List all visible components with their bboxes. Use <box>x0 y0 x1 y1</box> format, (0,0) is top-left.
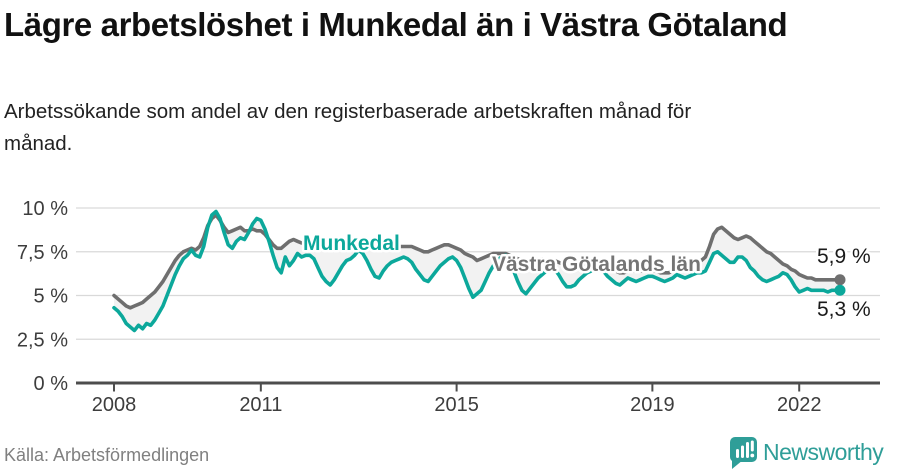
x-axis-label: 2008 <box>92 394 137 416</box>
bar-chart-bubble-icon <box>730 437 757 469</box>
source-note: Källa: Arbetsförmedlingen <box>4 445 210 465</box>
page-title: Lägre arbetslöshet i Munkedal än i Västr… <box>4 6 788 43</box>
newsworthy-logo: Newsworthy <box>730 437 885 469</box>
end-value-label-munkedal: 5,3 % <box>817 298 871 321</box>
x-axis-label: 2022 <box>777 394 822 416</box>
newsworthy-brand: Newsworthy <box>729 434 895 470</box>
y-axis-label: 2,5 % <box>17 329 68 351</box>
munkedal-line <box>112 209 842 333</box>
end-value-label-region: 5,9 % <box>817 245 871 268</box>
chart-subtitle: Arbetssökande som andel av den registerb… <box>4 100 692 155</box>
brand-name: Newsworthy <box>763 439 884 465</box>
region-line <box>112 213 842 310</box>
x-axis-label: 2015 <box>434 394 479 416</box>
y-axis-label: 5 % <box>34 286 69 308</box>
end-dot-munkedal <box>834 284 846 296</box>
series-label-munkedal: Munkedal <box>303 232 400 255</box>
end-dot-region <box>834 274 846 286</box>
y-axis-label: 10 % <box>22 198 68 220</box>
x-axis-label: 2011 <box>239 394 282 416</box>
series-label-region: Västra Götalands län <box>492 253 701 276</box>
x-axis-label: 2019 <box>630 394 675 416</box>
y-axis-label: 7,5 % <box>17 242 68 264</box>
y-axis-label: 0 % <box>34 373 69 395</box>
